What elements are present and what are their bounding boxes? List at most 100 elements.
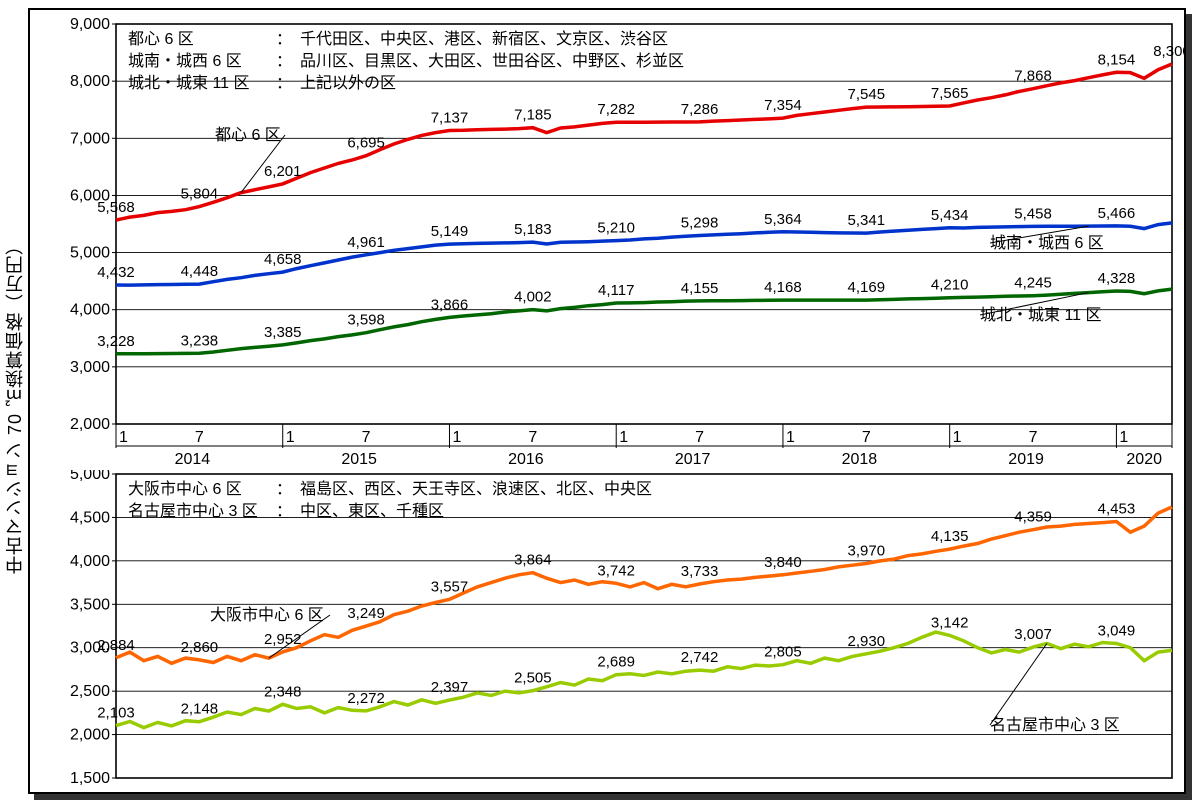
- svg-text:7,354: 7,354: [764, 97, 802, 114]
- svg-text:4,359: 4,359: [1014, 509, 1052, 526]
- svg-text:3,142: 3,142: [931, 614, 969, 631]
- svg-text:3,238: 3,238: [181, 332, 219, 349]
- chart-container: 2,0003,0004,0005,0006,0007,0008,0009,000…: [0, 0, 1200, 809]
- svg-text:1: 1: [119, 429, 128, 446]
- svg-text:2,103: 2,103: [97, 705, 135, 722]
- svg-text:2,742: 2,742: [681, 649, 719, 666]
- svg-text:4,002: 4,002: [514, 289, 552, 306]
- svg-text:4,500: 4,500: [70, 509, 110, 526]
- svg-text:品川区、目黒区、大田区、世田谷区、中野区、杉並区: 品川区、目黒区、大田区、世田谷区、中野区、杉並区: [300, 52, 684, 70]
- svg-text:2,148: 2,148: [181, 701, 219, 718]
- svg-text:2,689: 2,689: [597, 654, 635, 671]
- svg-text:7,185: 7,185: [514, 107, 552, 124]
- svg-text:3,000: 3,000: [70, 359, 110, 376]
- svg-text:4,961: 4,961: [347, 234, 385, 251]
- svg-text:7,565: 7,565: [931, 85, 969, 102]
- bottom-chart: 1,5002,0002,5003,0003,5004,0004,5005,000…: [30, 470, 1184, 792]
- svg-text:5,804: 5,804: [181, 186, 219, 203]
- svg-text:2,930: 2,930: [848, 633, 886, 650]
- svg-text:7: 7: [195, 429, 204, 446]
- svg-text:5,298: 5,298: [681, 215, 719, 232]
- svg-text:千代田区、中央区、港区、新宿区、文京区、渋谷区: 千代田区、中央区、港区、新宿区、文京区、渋谷区: [300, 30, 668, 48]
- svg-text:4,117: 4,117: [598, 282, 634, 299]
- svg-text:3,049: 3,049: [1098, 622, 1136, 639]
- svg-text:3,385: 3,385: [264, 324, 302, 341]
- svg-text:3,970: 3,970: [848, 542, 886, 559]
- svg-text:2014: 2014: [175, 451, 211, 468]
- svg-text:4,453: 4,453: [1098, 501, 1136, 518]
- svg-text:2,884: 2,884: [97, 637, 135, 654]
- y-axis-title: 中古マンション 70 ㎡換算価格（万円）: [2, 235, 28, 573]
- svg-text:6,201: 6,201: [264, 163, 302, 180]
- svg-text:9,000: 9,000: [70, 16, 110, 33]
- svg-text:5,364: 5,364: [764, 211, 802, 228]
- svg-text:7,286: 7,286: [681, 101, 719, 118]
- svg-text:城北・城東 11 区: 城北・城東 11 区: [128, 74, 250, 92]
- svg-text:2,397: 2,397: [431, 679, 469, 696]
- svg-text:4,448: 4,448: [181, 263, 219, 280]
- svg-text:2020: 2020: [1126, 451, 1162, 468]
- svg-text:名古屋市中心 3 区: 名古屋市中心 3 区: [128, 502, 258, 520]
- svg-text:大阪市中心 6 区: 大阪市中心 6 区: [210, 606, 324, 624]
- svg-text:7: 7: [1029, 429, 1038, 446]
- svg-text:中区、東区、千種区: 中区、東区、千種区: [300, 502, 444, 520]
- svg-text:3,557: 3,557: [431, 578, 469, 595]
- svg-text:3,598: 3,598: [347, 312, 385, 329]
- svg-text:4,135: 4,135: [931, 528, 969, 545]
- svg-text:7,000: 7,000: [70, 130, 110, 147]
- svg-text:1: 1: [452, 429, 461, 446]
- svg-text:3,500: 3,500: [70, 596, 110, 613]
- svg-text:2,505: 2,505: [514, 670, 552, 687]
- svg-text:5,466: 5,466: [1098, 205, 1136, 222]
- svg-text:1: 1: [786, 429, 795, 446]
- svg-text:7,868: 7,868: [1014, 68, 1052, 85]
- svg-text:7: 7: [362, 429, 371, 446]
- svg-text:4,169: 4,169: [848, 279, 886, 296]
- svg-text:4,658: 4,658: [264, 251, 302, 268]
- svg-text:2018: 2018: [842, 451, 878, 468]
- svg-text:都心 6 区: 都心 6 区: [215, 126, 281, 144]
- svg-text:7: 7: [695, 429, 704, 446]
- svg-text:7: 7: [862, 429, 871, 446]
- svg-text:4,000: 4,000: [70, 302, 110, 319]
- svg-text:5,149: 5,149: [431, 223, 469, 240]
- svg-text:5,000: 5,000: [70, 470, 110, 483]
- svg-text:1: 1: [286, 429, 295, 446]
- svg-text:2016: 2016: [508, 451, 544, 468]
- svg-text:2,348: 2,348: [264, 683, 302, 700]
- svg-text:4,155: 4,155: [681, 280, 719, 297]
- svg-text:名古屋市中心 3 区: 名古屋市中心 3 区: [990, 716, 1120, 734]
- svg-text:：: ：: [276, 481, 292, 498]
- svg-text:2,500: 2,500: [70, 683, 110, 700]
- svg-text:3,733: 3,733: [681, 563, 719, 580]
- svg-text:7,282: 7,282: [597, 101, 635, 118]
- svg-text:8,000: 8,000: [70, 73, 110, 90]
- svg-text:4,245: 4,245: [1014, 275, 1052, 292]
- svg-text:3,866: 3,866: [431, 296, 469, 313]
- svg-text:5,183: 5,183: [514, 221, 552, 238]
- svg-text:2,000: 2,000: [70, 416, 110, 433]
- svg-text:7,137: 7,137: [431, 109, 469, 126]
- svg-text:3,742: 3,742: [597, 562, 635, 579]
- svg-text:1: 1: [1119, 429, 1128, 446]
- svg-text:4,210: 4,210: [931, 277, 969, 294]
- svg-text:1,500: 1,500: [70, 770, 110, 787]
- svg-text:4,000: 4,000: [70, 553, 110, 570]
- svg-text:5,568: 5,568: [97, 199, 135, 216]
- svg-text:5,434: 5,434: [931, 207, 969, 224]
- svg-text:3,228: 3,228: [97, 333, 135, 350]
- svg-text:：: ：: [276, 53, 292, 70]
- svg-text:2,272: 2,272: [347, 690, 385, 707]
- svg-text:2019: 2019: [1008, 451, 1044, 468]
- svg-text:3,007: 3,007: [1014, 626, 1052, 643]
- svg-text:2,805: 2,805: [764, 644, 802, 661]
- svg-text:5,458: 5,458: [1014, 205, 1052, 222]
- svg-text:2017: 2017: [675, 451, 711, 468]
- svg-text:6,695: 6,695: [347, 135, 385, 152]
- svg-text:8,300: 8,300: [1153, 43, 1184, 60]
- svg-text:大阪市中心 6 区: 大阪市中心 6 区: [128, 480, 242, 498]
- svg-text:5,000: 5,000: [70, 245, 110, 262]
- top-chart: 2,0003,0004,0005,0006,0007,0008,0009,000…: [30, 10, 1184, 470]
- svg-text:7,545: 7,545: [848, 86, 886, 103]
- svg-text:城南・城西 6 区: 城南・城西 6 区: [128, 52, 242, 70]
